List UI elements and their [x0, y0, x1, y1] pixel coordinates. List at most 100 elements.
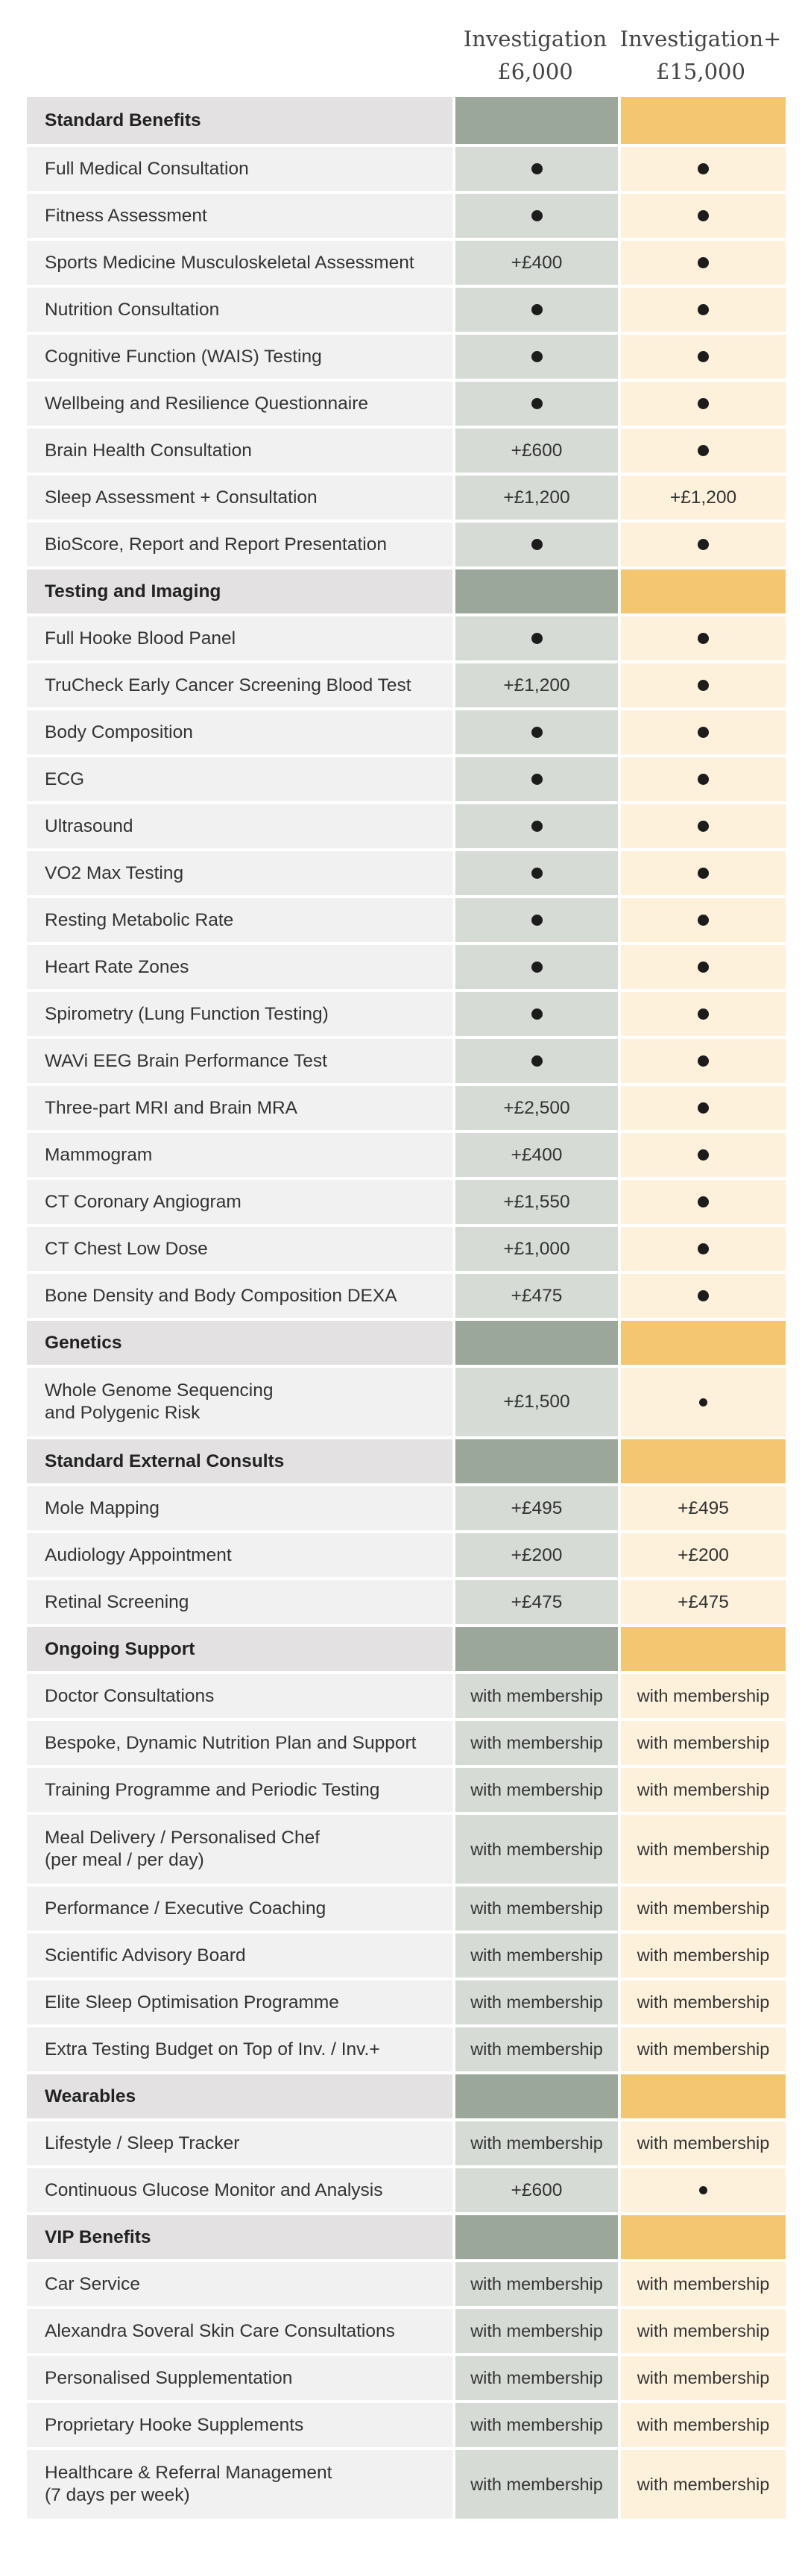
benefit-label: Retinal Screening	[27, 1580, 452, 1624]
price-addon: +£400	[511, 1144, 563, 1165]
investigation-value-cell	[455, 898, 618, 942]
section-header-row: Genetics	[27, 1321, 786, 1365]
investigation-plus-value-cell	[621, 241, 786, 285]
table-row: Scientific Advisory Board with membership…	[27, 1933, 786, 1977]
price-addon: +£200	[678, 1544, 729, 1565]
table-row: Bone Density and Body Composition DEXA +£…	[27, 1274, 786, 1318]
membership-text: with membership	[470, 1686, 603, 1705]
table-row: Body Composition	[27, 710, 786, 754]
benefits-comparison-table: Standard Benefits Full Medical Consultati…	[27, 97, 786, 2522]
benefit-label: Body Composition	[27, 710, 452, 754]
price-addon: +£495	[511, 1497, 563, 1518]
section-header-row: Standard External Consults	[27, 1439, 786, 1483]
investigation-value-cell: +£600	[455, 429, 618, 473]
investigation-value-cell: with membership	[455, 2262, 618, 2306]
table-row: Spirometry (Lung Function Testing)	[27, 992, 786, 1036]
investigation-plus-value-cell: +£475	[621, 1580, 786, 1624]
membership-text: with membership	[470, 1839, 603, 1859]
included-dot-icon	[698, 680, 709, 691]
investigation-plus-value-cell	[621, 569, 786, 613]
investigation-value-cell	[455, 757, 618, 801]
included-dot-icon	[698, 727, 709, 738]
price-addon: +£600	[511, 2179, 563, 2200]
price-addon: +£495	[678, 1497, 729, 1518]
included-dot-icon	[698, 539, 709, 550]
investigation-plus-value-cell	[621, 1227, 786, 1271]
benefit-label: Nutrition Consultation	[27, 288, 452, 332]
included-dot-icon	[698, 210, 709, 221]
table-row: Training Programme and Periodic Testing w…	[27, 1768, 786, 1812]
investigation-plus-value-cell	[621, 1039, 786, 1083]
label-text: Mammogram	[45, 1144, 153, 1165]
membership-text: with membership	[470, 2415, 603, 2434]
membership-text: with membership	[637, 2368, 770, 2387]
included-dot-icon	[531, 962, 543, 973]
benefit-label: Brain Health Consultation	[27, 429, 452, 473]
label-text: Three-part MRI and Brain MRA	[45, 1097, 298, 1118]
table-row: Full Medical Consultation	[27, 147, 786, 191]
included-dot-icon	[531, 210, 543, 221]
benefit-label: Extra Testing Budget on Top of Inv. / In…	[27, 2027, 452, 2071]
membership-text: with membership	[470, 1898, 603, 1918]
label-text: Full Hooke Blood Panel	[45, 628, 236, 648]
table-row: Resting Metabolic Rate	[27, 898, 786, 942]
investigation-value-cell	[455, 2215, 618, 2259]
benefit-label: Elite Sleep Optimisation Programme	[27, 1980, 452, 2024]
plan-price: £6,000	[497, 59, 573, 84]
plan-name: Investigation+	[619, 26, 782, 51]
investigation-plus-value-cell: +£200	[621, 1533, 786, 1577]
investigation-plus-value-cell: with membership	[621, 2309, 786, 2353]
included-dot-icon	[531, 398, 543, 409]
investigation-value-cell	[455, 1039, 618, 1083]
investigation-plus-value-cell: with membership	[621, 1933, 786, 1977]
investigation-value-cell	[455, 147, 618, 191]
investigation-value-cell	[455, 851, 618, 895]
investigation-value-cell	[455, 2074, 618, 2118]
included-dot-icon	[531, 915, 543, 926]
label-text: Nutrition Consultation	[45, 299, 220, 320]
label-text: VIP Benefits	[45, 2226, 151, 2247]
investigation-value-cell: +£1,500	[455, 1368, 618, 1436]
included-dot-icon	[531, 868, 543, 879]
benefit-label: TruCheck Early Cancer Screening Blood Te…	[27, 663, 452, 707]
label-text: Cognitive Function (WAIS) Testing	[45, 346, 322, 367]
section-title: Wearables	[27, 2074, 452, 2118]
included-dot-icon	[531, 821, 543, 832]
benefit-label: Spirometry (Lung Function Testing)	[27, 992, 452, 1036]
price-addon: +£475	[511, 1285, 563, 1306]
price-addon: +£200	[511, 1544, 563, 1565]
label-text: Fitness Assessment	[45, 205, 207, 226]
investigation-value-cell: with membership	[455, 2121, 618, 2165]
table-row: Personalised Supplementation with members…	[27, 2356, 786, 2400]
investigation-plus-value-cell: with membership	[621, 1980, 786, 2024]
investigation-value-cell: +£1,200	[455, 476, 618, 520]
table-row: VO2 Max Testing	[27, 851, 786, 895]
label-text: Continuous Glucose Monitor and Analysis	[45, 2179, 383, 2200]
benefit-label: Continuous Glucose Monitor and Analysis	[27, 2168, 452, 2212]
investigation-value-cell: +£2,500	[455, 1086, 618, 1130]
benefit-label: Full Hooke Blood Panel	[27, 616, 452, 660]
investigation-plus-value-cell: with membership	[621, 2403, 786, 2447]
investigation-plus-value-cell	[621, 523, 786, 566]
included-dot-icon	[698, 821, 709, 832]
investigation-value-cell: +£1,550	[455, 1180, 618, 1224]
section-title: VIP Benefits	[27, 2215, 452, 2259]
price-addon: +£1,550	[503, 1191, 570, 1212]
investigation-plus-value-cell	[621, 429, 786, 473]
label-text: Meal Delivery / Personalised Chef (per m…	[45, 1828, 321, 1870]
label-text: Mole Mapping	[45, 1497, 160, 1518]
label-text: Bone Density and Body Composition DEXA	[45, 1285, 397, 1306]
investigation-plus-value-cell: with membership	[621, 1768, 786, 1812]
membership-text: with membership	[637, 2415, 770, 2434]
label-text: CT Chest Low Dose	[45, 1238, 208, 1259]
label-text: Wellbeing and Resilience Questionnaire	[45, 393, 369, 414]
benefit-label: Bespoke, Dynamic Nutrition Plan and Supp…	[27, 1721, 452, 1765]
table-row: Doctor Consultations with membership with …	[27, 1674, 786, 1718]
investigation-value-cell: with membership	[455, 1887, 618, 1931]
benefit-label: Heart Rate Zones	[27, 945, 452, 989]
membership-text: with membership	[637, 1733, 770, 1752]
investigation-plus-value-cell	[621, 194, 786, 238]
investigation-value-cell: +£600	[455, 2168, 618, 2212]
label-text: Ultrasound	[45, 815, 133, 836]
investigation-plus-value-cell	[621, 945, 786, 989]
